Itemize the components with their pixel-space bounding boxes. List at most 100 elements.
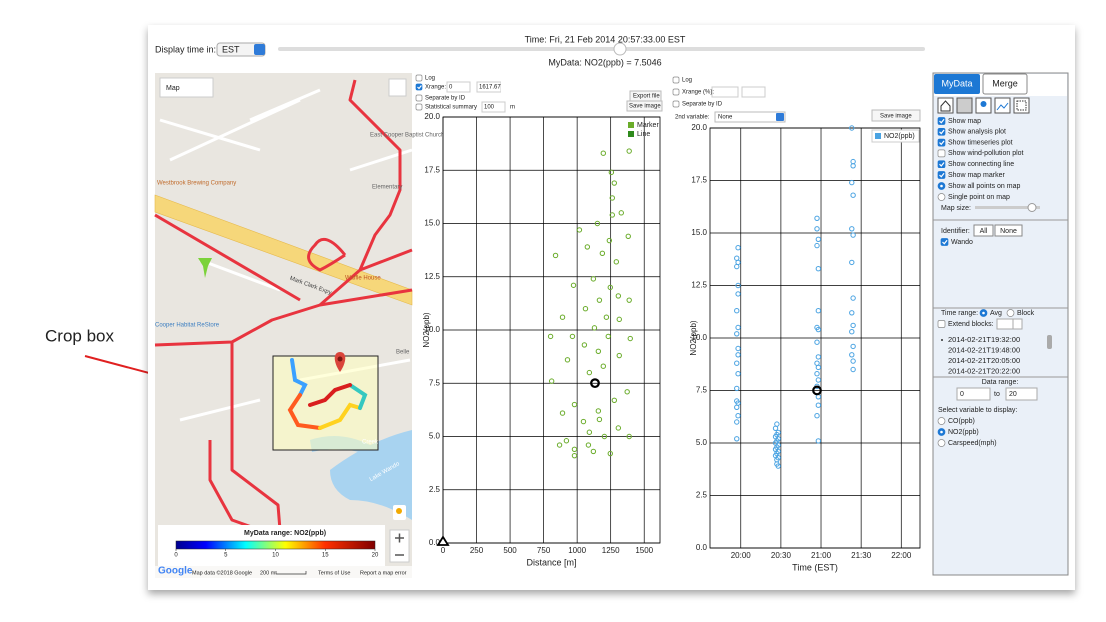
y-axis-title: NO2(ppb) [422, 312, 431, 347]
xrange-min: 0 [449, 85, 453, 91]
timezone-value: EST [222, 44, 240, 54]
checkbox[interactable] [415, 103, 423, 111]
scatter-point [735, 282, 741, 289]
fullscreen-button[interactable] [388, 78, 407, 97]
icon-button[interactable] [956, 97, 973, 114]
input[interactable] [481, 101, 506, 113]
checkbox[interactable] [937, 117, 946, 125]
scatter-point [849, 352, 855, 358]
time-block[interactable]: 2014-02-21T20:22:00 [948, 366, 1020, 375]
input[interactable] [741, 86, 766, 98]
checkbox[interactable] [937, 160, 946, 169]
map-place: East Cooper Baptist Church [370, 133, 444, 139]
radio[interactable] [937, 193, 946, 201]
second-variable-label: 2nd variable: [675, 115, 710, 121]
button[interactable] [973, 224, 994, 237]
checkbox[interactable] [672, 100, 680, 108]
x-tick-label: 21:00 [811, 551, 832, 560]
checkbox[interactable] [937, 127, 946, 136]
scatter-point [849, 329, 855, 335]
map-size-slider[interactable] [975, 206, 1040, 209]
icon-button[interactable] [937, 97, 954, 114]
scatter-point [815, 308, 822, 314]
map-place: Westbrook Brewing Company [157, 181, 236, 187]
tab-label: MyData [941, 78, 972, 88]
input[interactable] [1012, 318, 1023, 330]
time-block[interactable]: 2014-02-21T19:32:00 [948, 335, 1020, 344]
y-tick-label: 0.0 [696, 543, 708, 552]
time-block[interactable]: 2014-02-21T19:48:00 [948, 345, 1020, 354]
input[interactable] [1005, 387, 1038, 401]
checkbox[interactable] [937, 171, 946, 179]
checkmark [939, 172, 945, 178]
second-variable-select[interactable] [714, 111, 786, 123]
checkbox-label: Log [425, 76, 435, 82]
input[interactable] [711, 86, 739, 98]
map-report[interactable]: Report a map error [360, 570, 407, 576]
time-block[interactable]: 2014-02-21T20:05:00 [948, 356, 1020, 365]
zoom-icons [395, 533, 404, 556]
tab[interactable] [934, 74, 980, 94]
input[interactable] [446, 81, 471, 93]
icon-button[interactable] [994, 97, 1011, 114]
scrollbar[interactable] [1047, 335, 1052, 349]
checkbox-label: Show map marker [948, 172, 1005, 179]
radio-label: CO(ppb) [948, 418, 975, 425]
checkbox[interactable] [937, 138, 946, 147]
radio[interactable] [937, 417, 946, 425]
scatter-point [605, 333, 611, 340]
checkbox-label: Extend blocks: [948, 321, 994, 328]
button[interactable] [871, 109, 921, 122]
x-tick-label: 1500 [635, 546, 653, 555]
x-tick-label: 750 [537, 546, 551, 555]
legend-swatch [628, 131, 634, 137]
checkbox[interactable] [937, 149, 946, 158]
scatter-point [815, 266, 822, 272]
map-size-label: Map size: [941, 205, 971, 212]
checkbox[interactable] [940, 238, 949, 246]
button[interactable] [626, 100, 663, 112]
scatter-point [552, 252, 559, 259]
route-roads [154, 79, 413, 532]
checkbox-label: Show analysis plot [948, 129, 1006, 136]
tab[interactable] [982, 73, 1028, 95]
home-icon [940, 100, 951, 112]
radio[interactable] [1006, 309, 1015, 317]
checkbox[interactable] [672, 76, 680, 84]
scatter-point [625, 233, 631, 239]
checkbox[interactable] [672, 88, 680, 96]
icon-button[interactable] [1013, 97, 1030, 114]
scatter-point [608, 169, 615, 176]
map-terms[interactable]: Terms of Use [318, 570, 350, 576]
legend-swatch [875, 133, 881, 139]
radio[interactable] [937, 439, 946, 447]
button[interactable] [994, 224, 1023, 237]
input[interactable] [996, 318, 1014, 330]
checkbox[interactable] [415, 74, 423, 82]
legend-label: Marker [637, 122, 659, 129]
export-button-label: Export file [633, 94, 660, 100]
checkbox[interactable] [937, 320, 946, 328]
checkbox[interactable] [415, 83, 423, 91]
map-scale: 200 m [260, 570, 276, 576]
x-tick-label: 20:30 [771, 551, 792, 560]
scatter-point [815, 236, 822, 243]
map-type-select[interactable] [159, 77, 214, 98]
y-tick-label: 15.0 [691, 228, 707, 237]
map-place: Elementary [372, 185, 402, 191]
all-button-label: All [980, 228, 988, 235]
scatter-point [772, 425, 779, 431]
radio-label: Block [1017, 310, 1035, 317]
data-range-to: to [994, 391, 1000, 398]
checkbox[interactable] [415, 94, 423, 102]
select-arrow [776, 113, 784, 121]
checkbox-label: Separate by ID [425, 96, 466, 102]
time-slider[interactable] [278, 47, 925, 51]
zoom-controls[interactable] [389, 529, 410, 563]
scatter-point [626, 148, 632, 154]
map-size-thumb[interactable] [1027, 203, 1037, 212]
y-tick-label: 12.5 [691, 281, 707, 290]
time-slider-thumb[interactable] [613, 42, 627, 56]
input[interactable] [956, 387, 991, 401]
scatter-point [615, 293, 622, 299]
